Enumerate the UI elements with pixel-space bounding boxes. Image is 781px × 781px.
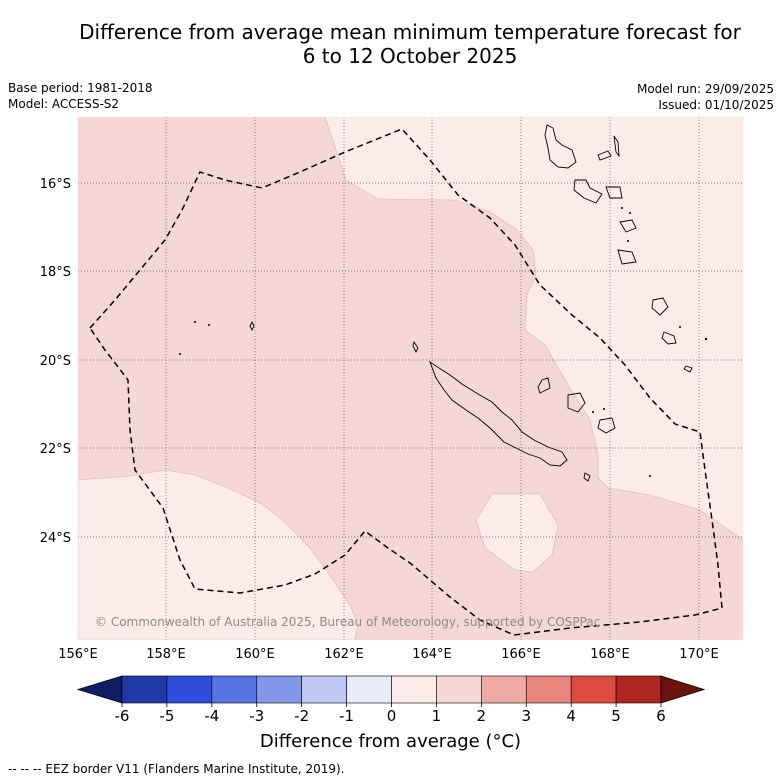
- lon-label: 164°E: [412, 647, 452, 662]
- island-new-caledonia: [429, 360, 568, 467]
- map-plot-area: © Commonwealth of Australia 2025, Bureau…: [78, 117, 743, 640]
- colorbar-tick-label: -6: [115, 707, 130, 725]
- island-pentecost: [597, 150, 612, 161]
- title-line-1: Difference from average mean minimum tem…: [79, 20, 741, 44]
- colorbar-segment: [615, 675, 662, 704]
- map-frame: [77, 116, 744, 641]
- colorbar-segment: [256, 675, 302, 704]
- colorbar-extend-high: [660, 675, 706, 704]
- lon-label: 168°E: [590, 647, 630, 662]
- colorbar-segment: [346, 675, 392, 704]
- lat-label: 22°S: [40, 442, 71, 457]
- island-west-reef: [249, 320, 255, 332]
- colorbar-tick-label: -1: [339, 707, 354, 725]
- copyright-notice: © Commonwealth of Australia 2025, Bureau…: [95, 615, 600, 629]
- island-erromango: [617, 249, 637, 265]
- colorbar-tick-label: -4: [204, 707, 219, 725]
- island-fiji-west: [651, 297, 669, 316]
- island-belep: [412, 340, 419, 354]
- island-mare: [597, 417, 616, 434]
- colorbar-tick-label: 1: [432, 707, 442, 725]
- lon-label: 162°E: [324, 647, 364, 662]
- gridlines: [78, 117, 743, 640]
- coastlines: [249, 124, 693, 482]
- colorbar-tick-label: 2: [477, 707, 487, 725]
- island-small-east: [683, 365, 693, 373]
- colorbar-segment: [211, 675, 258, 704]
- latitude-axis: 16°S 18°S 20°S 22°S 24°S: [40, 177, 71, 546]
- island-espiritu-santo: [544, 124, 577, 169]
- island-lifou: [567, 392, 586, 413]
- model-run: Model run: 29/09/2025: [636, 82, 774, 96]
- colorbar-segment: [525, 675, 572, 704]
- lon-label: 166°E: [501, 647, 541, 662]
- colorbar: -6 -5 -4 -3 -2 -1 0 1 2 3 4 5 6: [76, 675, 706, 725]
- small-islets: [179, 207, 708, 477]
- colorbar-segment: [391, 675, 437, 704]
- island-ambrym: [605, 186, 623, 199]
- colorbar-segment: [481, 675, 527, 704]
- colorbar-tick-label: -3: [249, 707, 264, 725]
- colorbar-tick-label: -2: [294, 707, 309, 725]
- colorbar-segment: [121, 675, 168, 704]
- island-malekula: [573, 179, 603, 204]
- colorbar-extend-low: [76, 675, 123, 704]
- model-name: Model: ACCESS-S2: [8, 97, 120, 111]
- lat-label: 24°S: [40, 531, 71, 546]
- title-line-2: 6 to 12 October 2025: [302, 44, 518, 68]
- colorbar-segment: [570, 675, 617, 704]
- island-efate: [619, 219, 637, 233]
- colorbar-tick-label: 0: [387, 707, 397, 725]
- eez-footnote: -- -- -- EEZ border V11 (Flanders Marine…: [8, 762, 345, 776]
- island-pines: [583, 472, 591, 482]
- anomaly-zone-1-2: [78, 117, 743, 640]
- eez-border: [89, 128, 723, 636]
- colorbar-tick-label: 3: [521, 707, 531, 725]
- colorbar-tick-label: 6: [656, 707, 666, 725]
- base-period: Base period: 1981-2018: [8, 81, 153, 95]
- lat-label: 20°S: [40, 354, 71, 369]
- lon-label: 160°E: [235, 647, 275, 662]
- colorbar-segment: [301, 675, 347, 704]
- lon-label: 158°E: [146, 647, 186, 662]
- lon-label: 170°E: [679, 647, 719, 662]
- issued-date: Issued: 01/10/2025: [658, 98, 774, 112]
- longitude-axis: 156°E 158°E 160°E 162°E 164°E 166°E 168°…: [58, 647, 719, 662]
- colorbar-segment: [166, 675, 213, 704]
- lat-label: 18°S: [40, 265, 71, 280]
- colorbar-label: Difference from average (°C): [259, 731, 522, 752]
- colorbar-tick-label: -5: [159, 707, 174, 725]
- island-maewo: [613, 135, 620, 158]
- colorbar-tick-label: 4: [566, 707, 576, 725]
- lat-label: 16°S: [40, 177, 71, 192]
- lon-label: 156°E: [58, 647, 98, 662]
- island-ouvea: [537, 377, 551, 394]
- island-fiji-south: [661, 331, 677, 345]
- colorbar-segment: [436, 675, 482, 704]
- colorbar-tick-label: 5: [611, 707, 621, 725]
